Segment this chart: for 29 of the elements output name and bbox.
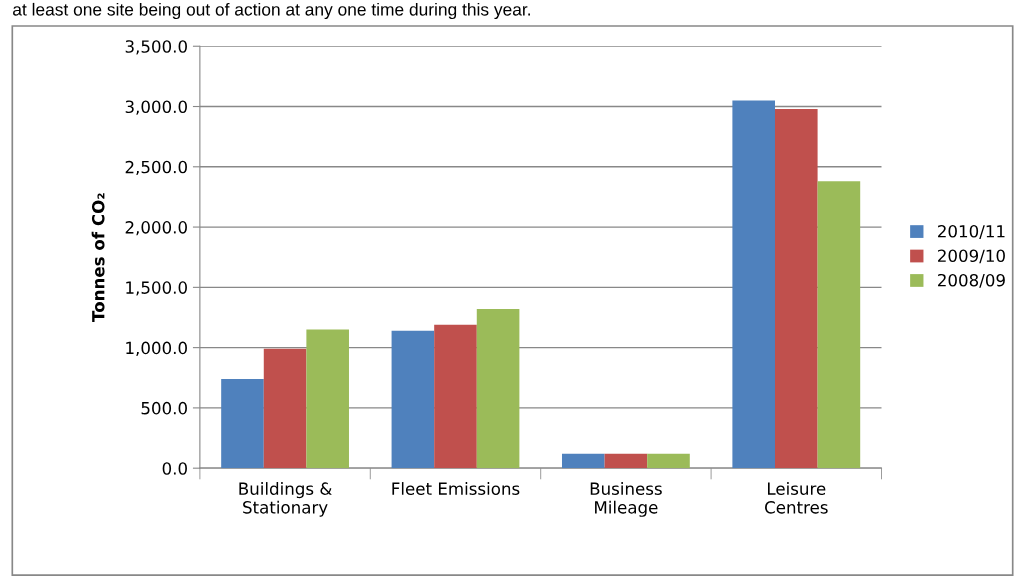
bar <box>263 348 307 469</box>
bar <box>561 453 605 469</box>
x-tick-label: Leisure Centres <box>765 482 828 514</box>
x-tick-label: Business Mileage <box>590 482 662 517</box>
bar <box>775 108 818 469</box>
bar <box>434 324 477 469</box>
bar <box>476 309 520 469</box>
bar <box>391 330 435 469</box>
y-tick-label: 2,500.0 <box>125 160 187 176</box>
bar <box>604 453 648 469</box>
legend-label: 2008/09 <box>938 273 1005 288</box>
bar <box>732 100 775 469</box>
text: at least one site being out of action at any one time during this year. <box>13 2 530 20</box>
bar <box>817 181 861 469</box>
bar <box>221 378 264 469</box>
y-tick-label: 1,000.0 <box>126 341 187 356</box>
y-axis-title: Tonnes of CO₂ <box>91 193 105 322</box>
x-tick-label: Buildings & Stationary <box>239 482 332 517</box>
legend-label: 2009/10 <box>938 249 1005 264</box>
y-tick-label: 2,000.0 <box>125 221 187 236</box>
y-tick-label: 500.0 <box>141 401 187 415</box>
y-tick-label: 1,500.0 <box>126 281 187 296</box>
legend-label: 2010/11 <box>938 224 1005 239</box>
y-tick-label: 0.0 <box>162 462 187 475</box>
bar <box>306 329 349 469</box>
x-tick-label: Fleet Emissions <box>392 482 520 495</box>
bar <box>647 453 690 469</box>
y-tick-label: 3,500.0 <box>125 40 187 55</box>
y-tick-label: 3,000.0 <box>125 100 187 115</box>
